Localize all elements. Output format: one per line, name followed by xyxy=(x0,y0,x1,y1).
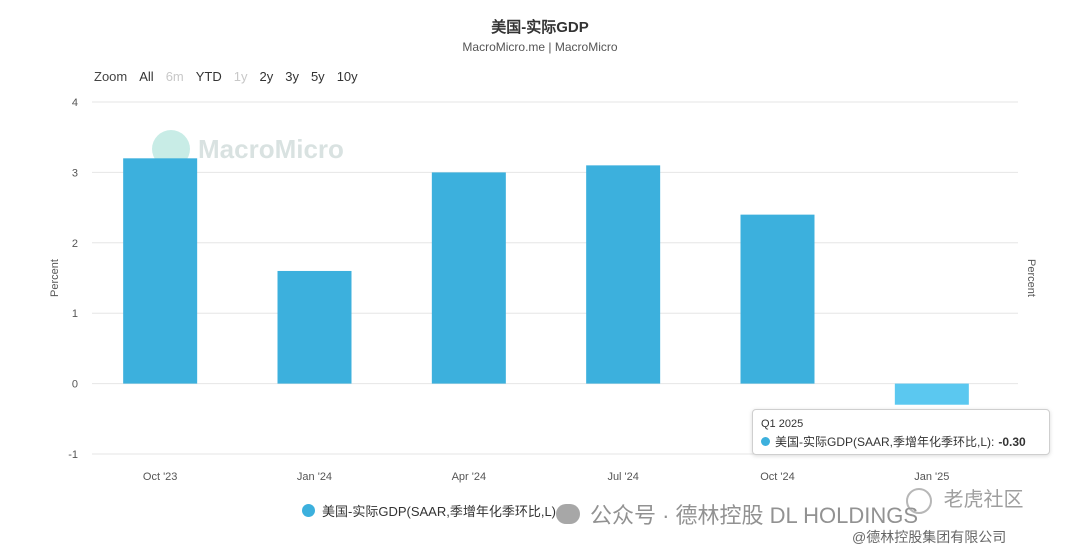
y-tick-label: -1 xyxy=(68,449,78,461)
zoom-ytd-button[interactable]: YTD xyxy=(195,69,222,84)
bar[interactable] xyxy=(586,165,661,384)
x-tick-label: Jan '25 xyxy=(914,471,949,483)
tiger-community-watermark: 老虎社区 xyxy=(906,483,1024,514)
chart-subtitle: MacroMicro.me | MacroMicro xyxy=(462,40,618,54)
legend-color-dot xyxy=(302,504,315,517)
zoom-3y-button[interactable]: 3y xyxy=(285,69,299,84)
grid-layer xyxy=(92,101,1018,455)
zoom-6m-button[interactable]: 6m xyxy=(165,69,184,84)
tiger-community-text: 老虎社区 xyxy=(943,489,1024,511)
tooltip-period: Q1 2025 xyxy=(761,418,804,430)
legend-label: 美国-实际GDP(SAAR,季增年化季环比,L) xyxy=(322,504,557,519)
bar[interactable] xyxy=(894,383,969,405)
zoom-label: Zoom xyxy=(94,69,128,84)
wechat-watermark: 公众号 · 德林控股 DL HOLDINGS xyxy=(556,498,918,530)
tiger-logo-icon xyxy=(906,487,932,514)
chart-legend[interactable]: 美国-实际GDP(SAAR,季增年化季环比,L) xyxy=(302,501,556,520)
y-tick-label: 0 xyxy=(72,379,78,391)
tooltip-value: -0.30 xyxy=(998,434,1026,449)
y-tick-label: 2 xyxy=(72,238,78,250)
x-tick-label: Apr '24 xyxy=(452,471,487,483)
zoom-2y-button[interactable]: 2y xyxy=(259,69,274,84)
tooltip-series-label: 美国-实际GDP(SAAR,季增年化季环比,L): xyxy=(775,435,995,449)
footer-watermark: @德林控股集团有限公司 xyxy=(852,529,1007,545)
y-tick-label: 4 xyxy=(72,97,78,109)
tooltip-row: 美国-实际GDP(SAAR,季增年化季环比,L): -0.30 xyxy=(761,433,1026,450)
bar[interactable] xyxy=(740,214,815,384)
y-tick-label: 1 xyxy=(72,308,78,320)
wechat-watermark-text: 公众号 · 德林控股 DL HOLDINGS xyxy=(590,503,918,528)
y-axis-label-left: Percent xyxy=(49,259,61,297)
zoom-5y-button[interactable]: 5y xyxy=(310,69,325,84)
macromicro-watermark-text: MacroMicro xyxy=(198,133,344,164)
bar[interactable] xyxy=(277,270,352,384)
bar-layer xyxy=(123,158,969,405)
tick-layer: -1 0 1 2 3 4 Oct '23 Jan '24 Apr '24 Jul '24 Oct '… xyxy=(68,97,949,483)
chart-title: 美国-实际GDP xyxy=(491,19,589,36)
x-tick-label: Oct '24 xyxy=(760,471,795,483)
bar[interactable] xyxy=(123,158,198,384)
zoom-10y-button[interactable]: 10y xyxy=(336,69,358,84)
zoom-bar: Zoom All 6m YTD 1y 2y 3y 5y 10y xyxy=(94,69,370,84)
bar[interactable] xyxy=(431,172,506,384)
x-tick-label: Oct '23 xyxy=(143,471,178,483)
y-axis-label-right: Percent xyxy=(1025,259,1037,297)
y-tick-label: 3 xyxy=(72,167,78,179)
zoom-all-button[interactable]: All xyxy=(139,69,154,84)
x-tick-label: Jul '24 xyxy=(607,471,638,483)
x-tick-label: Jan '24 xyxy=(297,471,332,483)
zoom-1y-button[interactable]: 1y xyxy=(233,69,248,84)
series-color-dot xyxy=(761,437,770,446)
wechat-icon xyxy=(556,504,580,524)
data-tooltip: Q1 2025 美国-实际GDP(SAAR,季增年化季环比,L): -0.30 xyxy=(752,409,1050,455)
